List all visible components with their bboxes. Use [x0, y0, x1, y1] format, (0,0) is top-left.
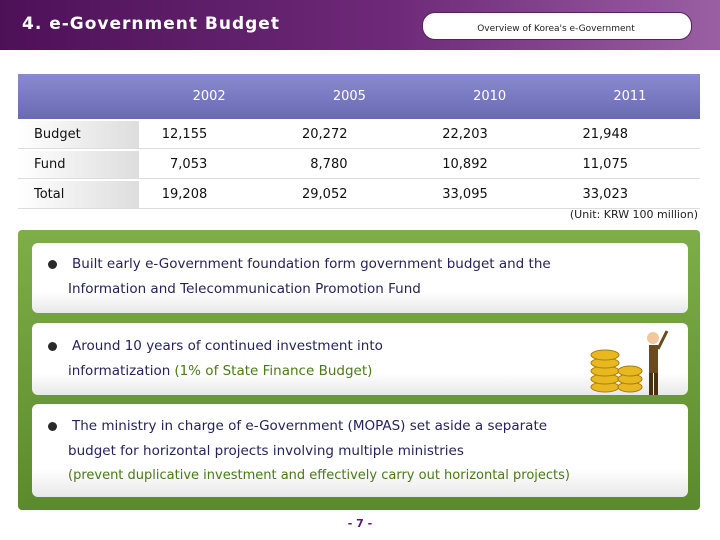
cell: 29,052: [279, 181, 420, 209]
card: [32, 323, 688, 395]
bullet-dot: [48, 260, 57, 269]
section-pill: [422, 12, 692, 40]
cell: 11,075: [559, 151, 700, 179]
table-row: Budget 12,155 20,272 22,203 21,948: [18, 121, 700, 149]
cell: 10,892: [419, 151, 560, 179]
budget-table: 2002 2005 2010 2011 Budget 12,155 20,272 22…: [18, 72, 700, 211]
row-label: Budget: [18, 121, 139, 149]
coins-illustration: [590, 330, 669, 395]
cell: 12,155: [139, 121, 280, 149]
bullet-text: Information and Telecommunication Promot…: [68, 281, 421, 297]
section-label: Overview of Korea's e-Government: [477, 24, 635, 34]
bullet-dot: [48, 342, 57, 351]
col-header: 2010: [419, 74, 560, 119]
row-label: Total: [18, 181, 139, 209]
card: [32, 243, 688, 313]
cell: 20,272: [279, 121, 420, 149]
cell: 7,053: [139, 151, 280, 179]
bullet-text: budget for horizontal projects involving…: [68, 443, 464, 459]
bullet-text: Around 10 years of continued investment …: [72, 338, 383, 354]
bullet-text: The ministry in charge of e-Government (…: [72, 418, 548, 434]
cell: 33,023: [559, 181, 700, 209]
cell: 19,208: [139, 181, 280, 209]
unit-note: (Unit: KRW 100 million): [569, 208, 698, 221]
col-header: 2002: [139, 74, 280, 119]
bullet-note: (prevent duplicative investment and effe…: [68, 468, 570, 483]
page-number: - 7 -: [347, 517, 373, 530]
table-row: Total 19,208 29,052 33,095 33,023: [18, 181, 700, 209]
header-row: 2002 2005 2010 2011: [18, 74, 700, 119]
card: [32, 404, 688, 497]
cell: 8,780: [279, 151, 420, 179]
bullet-note: (1% of State Finance Budget): [174, 363, 373, 379]
col-header: 2005: [279, 74, 420, 119]
cell: 22,203: [419, 121, 560, 149]
slide-title: 4. e-Government Budget: [22, 14, 280, 34]
bullet-text: informatization (1% of State Finance Budg…: [68, 363, 373, 379]
row-label: Fund: [18, 151, 139, 179]
cell: 33,095: [419, 181, 560, 209]
bullet-dot: [48, 422, 57, 431]
cell: 21,948: [559, 121, 700, 149]
table-row: Fund 7,053 8,780 10,892 11,075: [18, 151, 700, 179]
col-header: 2011: [559, 74, 700, 119]
corner: [18, 74, 139, 119]
bullet-text: Built early e-Government foundation form…: [72, 256, 551, 272]
